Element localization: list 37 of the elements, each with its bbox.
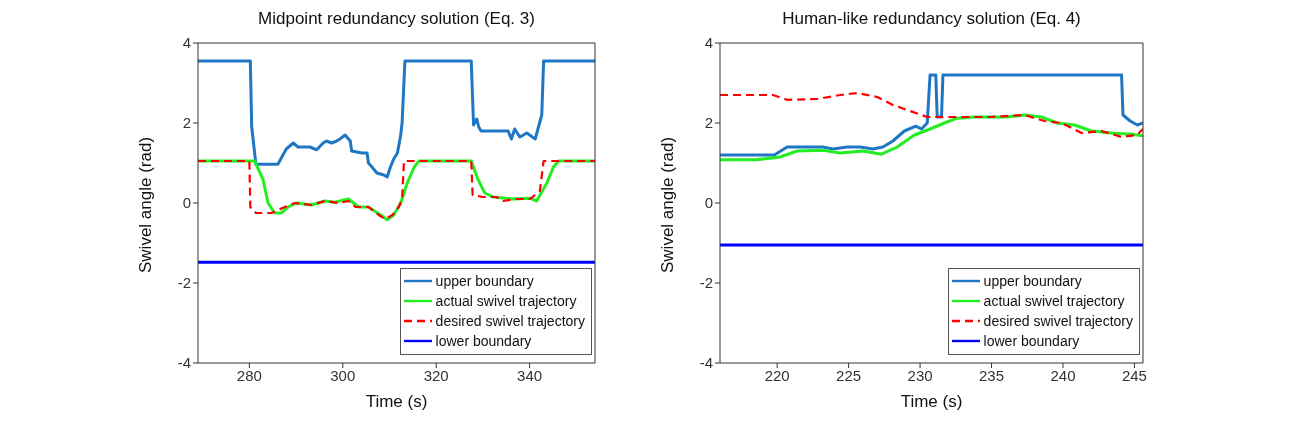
legend-label: upper boundary (435, 272, 534, 291)
y-tick-label: 2 (704, 114, 713, 132)
line-series (198, 59, 595, 179)
y-tick-label: -4 (699, 354, 713, 372)
y-tick-label: 4 (182, 34, 191, 52)
legend-label: actual swivel trajectory (983, 292, 1125, 311)
y-tick-label: 2 (182, 114, 191, 132)
legend-label: actual swivel trajectory (435, 292, 577, 311)
y-tick-label: 4 (704, 34, 713, 52)
x-tick-label: 230 (907, 366, 933, 384)
x-tick-label: 235 (979, 366, 1005, 384)
x-tick-label: 320 (423, 366, 449, 384)
x-tick-label: 280 (236, 366, 262, 384)
legend-label: lower boundary (983, 332, 1080, 351)
y-axis-title: Swivel angle (rad) (136, 136, 156, 273)
line-series (720, 91, 1143, 139)
legend-label: lower boundary (435, 332, 532, 351)
y-axis-title: Swivel angle (rad) (658, 136, 678, 273)
x-tick-label: 240 (1050, 366, 1076, 384)
x-tick-label: 340 (517, 366, 543, 384)
x-tick-label: 300 (330, 366, 356, 384)
y-tick-label: 0 (704, 194, 713, 212)
chart-title: Midpoint redundancy solution (Eq. 3) (257, 9, 536, 29)
x-axis-title: Time (s) (900, 392, 963, 411)
chart-title: Human-like redundancy solution (Eq. 4) (781, 9, 1082, 29)
x-axis-title: Time (s) (365, 392, 428, 411)
line-series (720, 73, 1143, 157)
y-tick-label: 0 (182, 194, 191, 212)
y-tick-label: -2 (177, 274, 191, 292)
y-tick-label: -2 (699, 274, 713, 292)
legend-label: desired swivel trajectory (983, 312, 1133, 331)
y-tick-label: -4 (177, 354, 191, 372)
x-tick-label: 225 (836, 366, 862, 384)
legend-label: upper boundary (983, 272, 1082, 291)
legend-label: desired swivel trajectory (435, 312, 585, 331)
x-tick-label: 220 (764, 366, 790, 384)
x-tick-label: 245 (1121, 366, 1147, 384)
